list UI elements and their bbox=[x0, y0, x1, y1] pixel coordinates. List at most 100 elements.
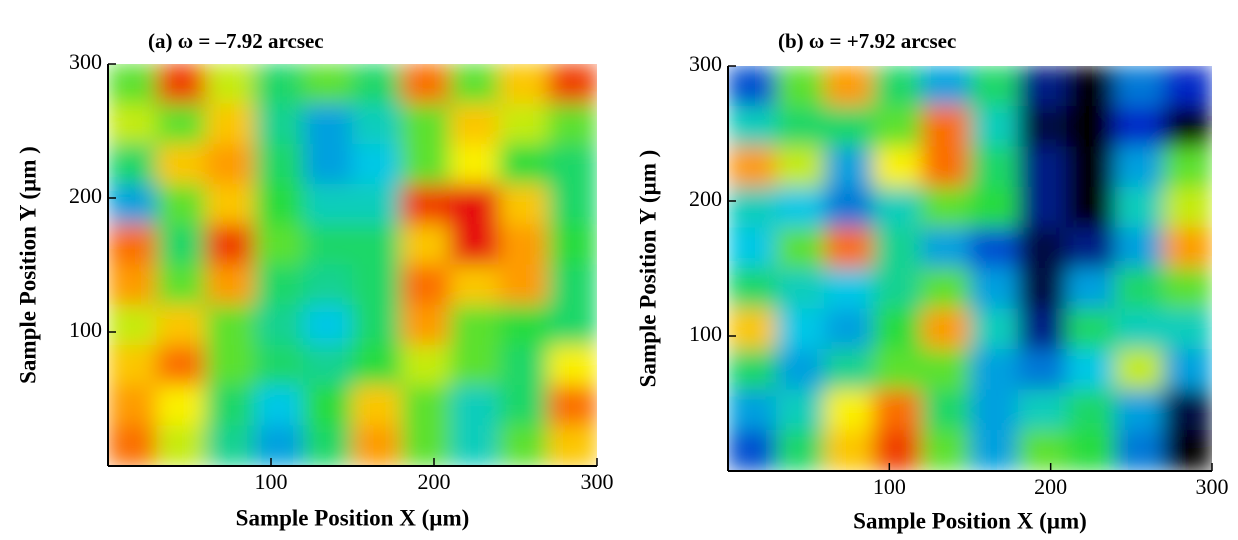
heatmap-cell bbox=[824, 146, 874, 188]
heatmap-cell bbox=[1066, 227, 1116, 269]
heatmap-cell bbox=[1163, 389, 1212, 431]
heatmap-cell bbox=[254, 304, 305, 346]
heatmap-cell bbox=[156, 224, 207, 266]
heatmap-cell bbox=[1114, 187, 1165, 229]
heatmap-cell bbox=[156, 304, 207, 346]
heatmap-cell bbox=[449, 264, 500, 306]
heatmap-cell bbox=[1017, 349, 1068, 391]
x-tick-label: 300 bbox=[581, 469, 614, 494]
heatmap-cell bbox=[1017, 268, 1068, 310]
heatmap-cell bbox=[156, 184, 207, 226]
heatmap-cell bbox=[254, 425, 305, 466]
heatmap-cell bbox=[872, 227, 923, 269]
heatmap-cell bbox=[156, 103, 207, 145]
heatmap-cell bbox=[728, 187, 777, 229]
heatmap-cell bbox=[824, 430, 874, 471]
heatmap-cell bbox=[352, 304, 402, 346]
x-axis-label: Sample Position X (µm) bbox=[236, 505, 470, 530]
chart-title: (b) ω = +7.92 arcsec bbox=[778, 29, 956, 53]
heatmap-cell bbox=[872, 106, 923, 148]
heatmap-cell bbox=[1114, 430, 1165, 471]
heatmap-cell bbox=[969, 349, 1019, 391]
heatmap-cell bbox=[400, 304, 451, 346]
heatmap-cells bbox=[728, 66, 1212, 471]
heatmap-cell bbox=[1066, 430, 1116, 471]
heatmap-cell bbox=[400, 385, 451, 427]
x-tick-label: 300 bbox=[1196, 474, 1229, 499]
heatmap-cell bbox=[108, 304, 158, 346]
chart-title: (a) ω = –7.92 arcsec bbox=[148, 29, 324, 53]
heatmap-cell bbox=[824, 106, 874, 148]
heatmap-cell bbox=[1066, 66, 1116, 107]
heatmap-cell bbox=[824, 227, 874, 269]
heatmap-cell bbox=[921, 268, 971, 310]
heatmap-cell bbox=[449, 304, 500, 346]
heatmap-cell bbox=[728, 430, 777, 471]
heatmap-cell bbox=[254, 64, 305, 105]
heatmap-cell bbox=[108, 143, 158, 186]
heatmap-cell bbox=[775, 349, 826, 391]
heatmap-cell bbox=[728, 268, 777, 310]
heatmap-cell bbox=[547, 425, 597, 466]
heatmap-cell bbox=[921, 389, 971, 431]
heatmap-cell bbox=[254, 103, 305, 145]
heatmap-cell bbox=[205, 103, 256, 145]
heatmap-cell bbox=[205, 264, 256, 306]
heatmap-cell bbox=[969, 187, 1019, 229]
x-tick-label: 100 bbox=[873, 474, 906, 499]
heatmap-cell bbox=[400, 344, 451, 387]
heatmap-cell bbox=[205, 224, 256, 266]
heatmap-cell bbox=[205, 344, 256, 387]
heatmap-cell bbox=[303, 304, 353, 346]
heatmap-cell bbox=[1114, 389, 1165, 431]
heatmap-cell bbox=[1114, 349, 1165, 391]
heatmap-cell bbox=[1066, 146, 1116, 188]
heatmap-cell bbox=[108, 224, 158, 266]
heatmap-cell bbox=[824, 187, 874, 229]
heatmap-cell bbox=[449, 143, 500, 186]
heatmap-cell bbox=[728, 349, 777, 391]
heatmap-cell bbox=[921, 146, 971, 188]
heatmap-cell bbox=[824, 349, 874, 391]
heatmap-cell bbox=[498, 64, 549, 105]
heatmap-cell bbox=[205, 143, 256, 186]
heatmap-cell bbox=[449, 103, 500, 145]
heatmap-cell bbox=[872, 430, 923, 471]
heatmap-cell bbox=[824, 66, 874, 107]
heatmap-cell bbox=[872, 187, 923, 229]
heatmap-cell bbox=[449, 344, 500, 387]
heatmap-cell bbox=[352, 143, 402, 186]
heatmap-cell bbox=[872, 349, 923, 391]
heatmap-cell bbox=[1066, 308, 1116, 350]
heatmap-cell bbox=[1017, 389, 1068, 431]
heatmap-cell bbox=[1066, 106, 1116, 148]
heatmap-cell bbox=[1114, 146, 1165, 188]
x-tick-label: 200 bbox=[1034, 474, 1067, 499]
heatmap-cell bbox=[547, 304, 597, 346]
heatmap-cell bbox=[156, 385, 207, 427]
heatmap-cell bbox=[449, 64, 500, 105]
heatmap-cell bbox=[156, 425, 207, 466]
heatmap-cell bbox=[498, 425, 549, 466]
x-tick-label: 100 bbox=[255, 469, 288, 494]
heatmap-cell bbox=[498, 224, 549, 266]
heatmap-cell bbox=[872, 308, 923, 350]
heatmap-cell bbox=[400, 425, 451, 466]
heatmap-cell bbox=[1163, 187, 1212, 229]
heatmap-cell bbox=[872, 268, 923, 310]
heatmap-cell bbox=[547, 264, 597, 306]
heatmap-cell bbox=[352, 184, 402, 226]
heatmap-cell bbox=[498, 344, 549, 387]
heatmap-cell bbox=[254, 184, 305, 226]
heatmap-cell bbox=[1114, 66, 1165, 107]
y-tick-label: 200 bbox=[69, 183, 102, 208]
heatmap-cell bbox=[108, 385, 158, 427]
heatmap-cell bbox=[547, 103, 597, 145]
y-axis-label: Sample Position Y (µm ) bbox=[635, 150, 660, 388]
heatmap-cell bbox=[400, 224, 451, 266]
heatmap-cell bbox=[1017, 66, 1068, 107]
heatmap-cell bbox=[547, 344, 597, 387]
heatmap-cell bbox=[1017, 187, 1068, 229]
heatmap-cell bbox=[728, 389, 777, 431]
heatmap-cell bbox=[824, 389, 874, 431]
